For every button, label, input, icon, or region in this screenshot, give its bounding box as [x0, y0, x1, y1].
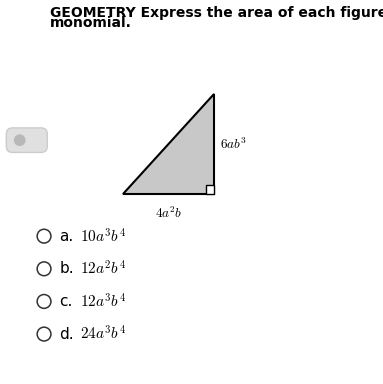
Text: GEOMETRY Express the area of each figure as a: GEOMETRY Express the area of each figure…	[50, 6, 383, 20]
Polygon shape	[123, 94, 214, 194]
Text: $12a^3b^4$: $12a^3b^4$	[80, 292, 126, 311]
Text: $24a^3b^4$: $24a^3b^4$	[80, 325, 126, 343]
Text: d.: d.	[59, 326, 74, 342]
Text: c.: c.	[59, 294, 73, 309]
FancyBboxPatch shape	[7, 128, 47, 152]
Text: $12a^2b^4$: $12a^2b^4$	[80, 260, 126, 278]
Text: $10a^3b^4$: $10a^3b^4$	[80, 227, 126, 245]
Circle shape	[15, 135, 25, 145]
Text: monomial.: monomial.	[50, 16, 132, 30]
Polygon shape	[206, 185, 214, 194]
Text: $4a^2b$: $4a^2b$	[155, 205, 182, 221]
Text: a.: a.	[59, 228, 74, 244]
Text: b.: b.	[59, 261, 74, 276]
Text: $6ab^3$: $6ab^3$	[220, 136, 247, 152]
